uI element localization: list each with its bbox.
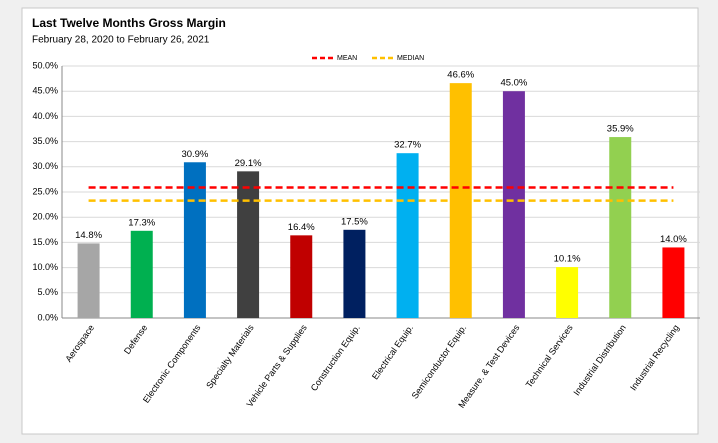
bar [343, 229, 366, 318]
value-label: 14.8% [75, 230, 102, 241]
y-tick-label: 0.0% [37, 312, 58, 322]
value-label: 17.3% [128, 217, 155, 228]
value-label: 14.0% [660, 234, 687, 245]
value-label: 16.4% [288, 222, 315, 233]
y-tick-label: 35.0% [32, 136, 58, 146]
y-tick-label: 50.0% [32, 60, 58, 70]
value-label: 35.9% [607, 124, 634, 135]
legend-label: MEDIAN [397, 55, 424, 62]
chart-title: Last Twelve Months Gross Margin [32, 16, 226, 30]
legend-label: MEAN [337, 55, 357, 62]
y-tick-label: 5.0% [37, 287, 58, 297]
bar [237, 171, 260, 318]
bar [449, 83, 472, 318]
y-tick-label: 45.0% [32, 86, 58, 96]
bar [77, 243, 100, 318]
bar [183, 162, 206, 318]
bar [662, 247, 685, 318]
chart-panel [21, 7, 699, 435]
y-tick-label: 20.0% [32, 212, 58, 222]
bar [396, 153, 419, 318]
bar [130, 230, 153, 318]
chart-subtitle: February 28, 2020 to February 26, 2021 [32, 35, 210, 46]
value-label: 17.5% [341, 216, 368, 227]
bar [502, 91, 525, 318]
y-tick-label: 40.0% [32, 111, 58, 121]
y-tick-label: 30.0% [32, 161, 58, 171]
value-label: 29.1% [235, 158, 262, 169]
bar [556, 267, 579, 318]
y-tick-label: 25.0% [32, 186, 58, 196]
value-label: 30.9% [181, 149, 208, 160]
bar [290, 235, 313, 318]
value-label: 45.0% [500, 78, 527, 89]
value-label: 46.6% [447, 70, 474, 81]
bar [609, 137, 632, 318]
y-tick-label: 15.0% [32, 237, 58, 247]
y-tick-label: 10.0% [32, 262, 58, 272]
value-label: 32.7% [394, 140, 421, 151]
value-label: 10.1% [554, 254, 581, 265]
